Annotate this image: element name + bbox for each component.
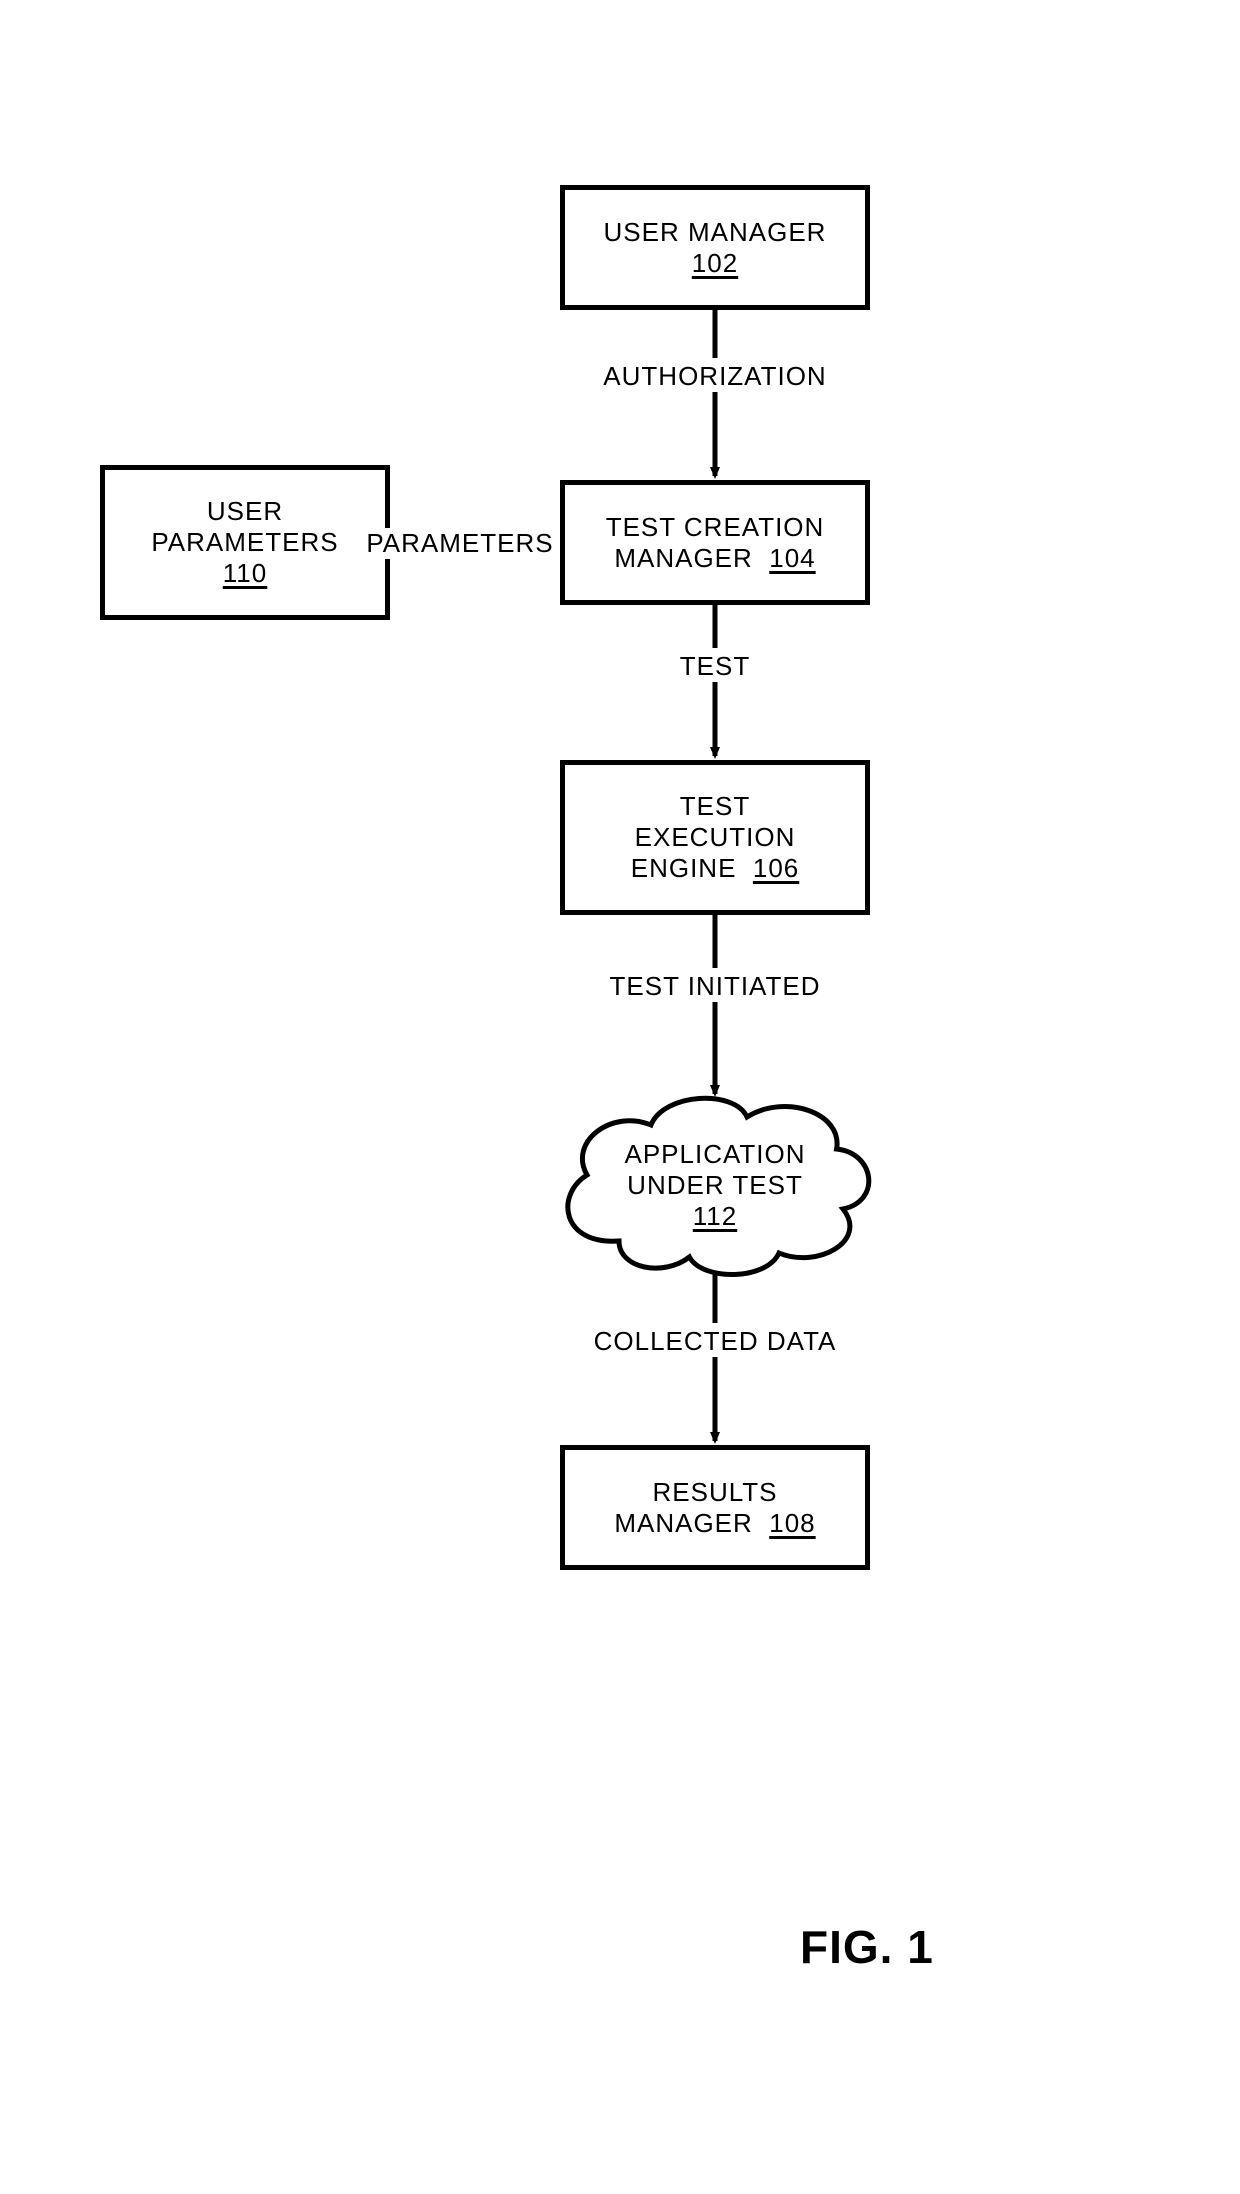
- edge-label: AUTHORIZATION: [603, 361, 826, 392]
- edge-label: COLLECTED DATA: [594, 1326, 837, 1357]
- node-test_creation_mgr: TEST CREATIONMANAGER 104: [560, 480, 870, 605]
- node-results_manager: RESULTSMANAGER 108: [560, 1445, 870, 1570]
- node-test_exec_engine: TESTEXECUTIONENGINE 106: [560, 760, 870, 915]
- diagram-canvas: FIG. 1 USER MANAGER102 USERPARAMETERS110 T…: [0, 0, 1240, 2194]
- edge-label: PARAMETERS: [360, 528, 559, 559]
- edge-label: TEST INITIATED: [610, 971, 821, 1002]
- node-user_parameters: USERPARAMETERS110: [100, 465, 390, 620]
- node-user_manager: USER MANAGER102: [560, 185, 870, 310]
- figure-label: FIG. 1: [800, 1920, 934, 1974]
- node-application_ut: APPLICATIONUNDER TEST112: [555, 1085, 875, 1285]
- edge-label: TEST: [680, 651, 750, 682]
